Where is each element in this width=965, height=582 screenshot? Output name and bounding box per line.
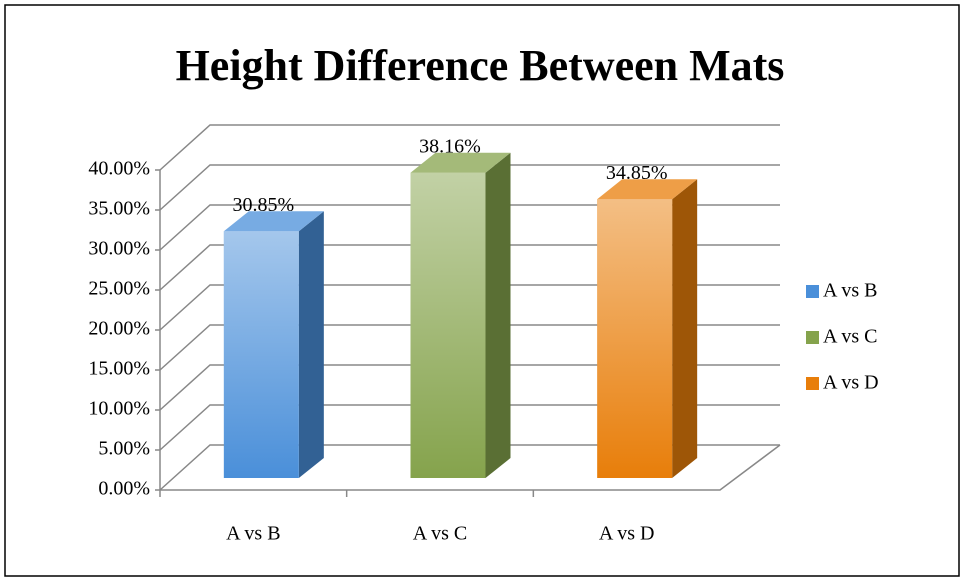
legend-label: A vs C [823, 326, 877, 348]
y-tick-label: 25.00% [88, 278, 150, 300]
legend-label: A vs D [823, 372, 879, 394]
y-tick-label: 35.00% [88, 198, 150, 220]
y-tick-label: 30.00% [88, 238, 150, 260]
bar-side [672, 179, 698, 478]
x-tick-label: A vs B [226, 523, 280, 545]
legend-swatch [806, 285, 819, 298]
legend-swatch [806, 377, 819, 390]
y-tick-label: 5.00% [98, 438, 150, 460]
bar-shine [223, 231, 299, 478]
grid-line [159, 404, 780, 451]
data-label: 30.85% [232, 194, 294, 216]
grid-line [159, 284, 780, 331]
grid-line [159, 124, 780, 171]
grid-line [159, 244, 780, 291]
grid-line [159, 364, 780, 411]
x-tick-label: A vs C [413, 523, 467, 545]
y-tick-label: 20.00% [88, 318, 150, 340]
bar-shine [597, 199, 673, 478]
grid-line [159, 324, 780, 371]
y-tick-label: 0.00% [98, 478, 150, 500]
y-tick-label: 10.00% [88, 398, 150, 420]
bar-top [597, 179, 698, 200]
bar-shine [410, 172, 486, 478]
bar-side [298, 211, 324, 478]
data-label: 38.16% [419, 135, 481, 157]
data-label: 34.85% [606, 162, 668, 184]
legend-label: A vs B [823, 280, 877, 302]
bar-side [485, 152, 511, 478]
grid-line [159, 204, 780, 251]
y-tick-label: 15.00% [88, 358, 150, 380]
chart-title: Height Difference Between Mats [176, 41, 785, 90]
bar-top [410, 152, 511, 173]
x-tick-label: A vs D [599, 523, 655, 545]
legend-swatch [806, 331, 819, 344]
grid-line [159, 444, 780, 491]
bar-top [223, 211, 324, 232]
grid-line [159, 164, 780, 211]
y-tick-label: 40.00% [88, 158, 150, 180]
